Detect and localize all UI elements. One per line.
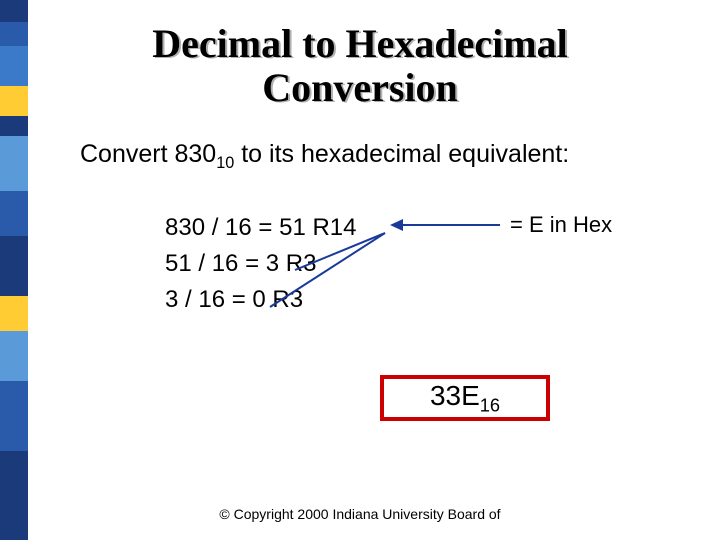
sidebar-color-block — [0, 451, 28, 540]
result-subscript: 16 — [480, 395, 500, 415]
sidebar-color-block — [0, 0, 28, 22]
sidebar-color-block — [0, 331, 28, 381]
slide-title: Decimal to HexadecimalConversion — [0, 22, 720, 110]
sidebar-color-block — [0, 381, 28, 451]
calc-line-3: 3 / 16 = 0 R3 — [165, 282, 356, 318]
subtitle-suffix: to its hexadecimal equivalent: — [234, 140, 569, 168]
calc-line-1: 830 / 16 = 51 R14 — [165, 210, 356, 246]
sidebar-color-block — [0, 236, 28, 296]
result-box: 33E16 — [380, 375, 550, 421]
subtitle-subscript: 10 — [216, 154, 234, 172]
sidebar-color-block — [0, 116, 28, 136]
problem-statement: Convert 83010 to its hexadecimal equival… — [80, 140, 569, 173]
sidebar-color-block — [0, 296, 28, 331]
hex-equivalent-note: = E in Hex — [510, 212, 612, 238]
copyright-text: © Copyright 2000 Indiana University Boar… — [0, 506, 720, 522]
result-value: 33E16 — [430, 380, 500, 417]
sidebar-color-block — [0, 136, 28, 191]
sidebar-color-block — [0, 191, 28, 236]
calculation-steps: 830 / 16 = 51 R14 51 / 16 = 3 R3 3 / 16 … — [165, 210, 356, 318]
subtitle-prefix: Convert 830 — [80, 140, 216, 168]
calc-line-2: 51 / 16 = 3 R3 — [165, 246, 356, 282]
result-prefix: 33E — [430, 380, 480, 411]
annotation-arrows — [385, 215, 515, 325]
